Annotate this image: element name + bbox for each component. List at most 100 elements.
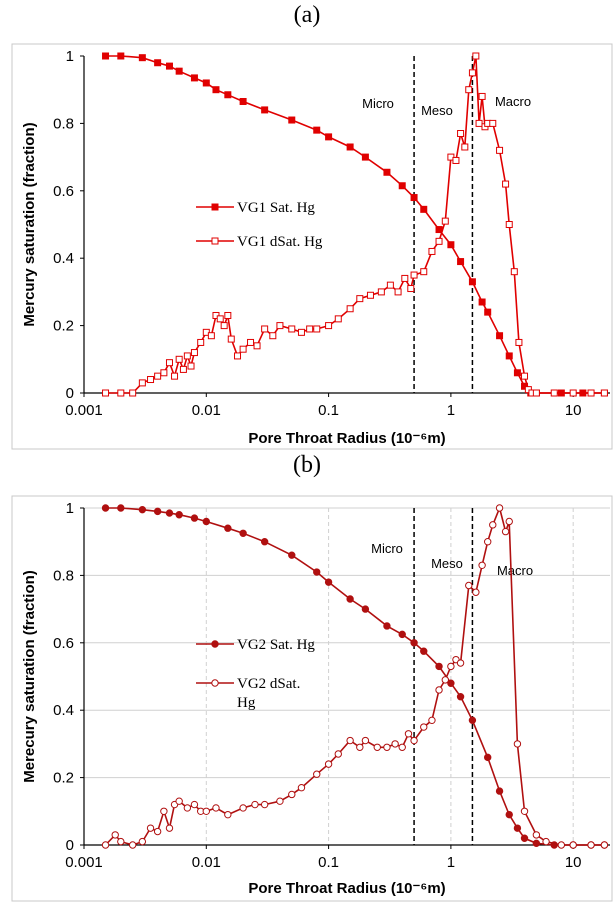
x-tick-label: 10 bbox=[565, 402, 582, 419]
data-point bbox=[428, 247, 436, 255]
data-point bbox=[478, 298, 486, 306]
panel-label-b: (b) bbox=[293, 452, 321, 478]
x-tick-label: 0.001 bbox=[65, 402, 103, 419]
data-point bbox=[435, 686, 443, 694]
data-point bbox=[288, 790, 296, 799]
data-point bbox=[502, 180, 510, 188]
data-point bbox=[190, 800, 199, 809]
legend-marker bbox=[211, 679, 219, 687]
data-point bbox=[202, 79, 210, 87]
data-point bbox=[468, 716, 477, 725]
data-point bbox=[239, 345, 247, 353]
data-point bbox=[468, 69, 476, 77]
legend-label: VG1 dSat. Hg bbox=[237, 234, 323, 250]
data-point bbox=[569, 841, 577, 849]
data-point bbox=[334, 750, 342, 758]
data-point bbox=[484, 308, 492, 316]
legend-marker bbox=[211, 203, 219, 211]
data-point bbox=[452, 156, 460, 164]
data-point bbox=[101, 841, 110, 849]
data-point bbox=[600, 389, 608, 397]
data-point bbox=[366, 291, 374, 299]
data-point bbox=[456, 659, 465, 667]
data-point bbox=[224, 524, 232, 532]
data-point bbox=[513, 369, 521, 377]
y-tick-label: 1 bbox=[66, 500, 74, 517]
data-point bbox=[346, 143, 354, 151]
x-axis-title: Pore Throat Radius (10⁻⁶m) bbox=[248, 880, 445, 897]
data-point bbox=[383, 743, 391, 751]
data-point bbox=[410, 736, 418, 745]
data-point bbox=[505, 352, 513, 360]
series-line-1 bbox=[105, 507, 605, 846]
data-point bbox=[510, 268, 518, 276]
data-point bbox=[404, 730, 413, 738]
data-point bbox=[117, 504, 125, 512]
data-point bbox=[325, 322, 333, 330]
data-point bbox=[224, 311, 232, 319]
data-point bbox=[147, 376, 155, 384]
data-point bbox=[297, 784, 306, 792]
panel-label-a: (a) bbox=[293, 2, 321, 28]
data-point bbox=[212, 804, 220, 812]
data-point bbox=[325, 133, 333, 141]
data-point bbox=[373, 743, 381, 751]
data-point bbox=[288, 325, 296, 333]
y-tick-label: 0.8 bbox=[53, 567, 74, 584]
data-point bbox=[288, 551, 296, 559]
data-point bbox=[520, 807, 529, 815]
data-point bbox=[513, 824, 522, 832]
data-point bbox=[216, 315, 224, 323]
y-axis-title: Merecury saturation (fraction) bbox=[21, 570, 38, 783]
data-point bbox=[520, 834, 529, 842]
x-tick-label: 0.1 bbox=[318, 402, 339, 419]
x-tick-label: 10 bbox=[565, 854, 582, 871]
data-point bbox=[383, 168, 391, 176]
data-point bbox=[398, 630, 406, 639]
region-label: Micro bbox=[362, 96, 394, 111]
data-point bbox=[401, 274, 409, 282]
y-axis-title: Mercury saturation (fraction) bbox=[21, 122, 38, 326]
data-point bbox=[224, 810, 232, 819]
y-tick-label: 0.6 bbox=[53, 635, 74, 652]
data-point bbox=[297, 328, 305, 336]
data-point bbox=[253, 342, 261, 350]
data-point bbox=[261, 106, 269, 114]
data-point bbox=[175, 797, 183, 805]
data-point bbox=[153, 827, 162, 836]
data-point bbox=[496, 332, 504, 340]
x-tick-label: 0.001 bbox=[65, 854, 103, 871]
data-point bbox=[587, 389, 595, 397]
data-point bbox=[356, 743, 364, 751]
region-label: Micro bbox=[371, 541, 403, 556]
data-point bbox=[435, 662, 443, 671]
legend-label: VG1 Sat. Hg bbox=[237, 200, 315, 216]
data-point bbox=[175, 355, 183, 363]
data-point bbox=[356, 295, 364, 303]
data-point bbox=[234, 352, 242, 360]
data-point bbox=[501, 527, 510, 536]
data-point bbox=[102, 52, 110, 60]
data-point bbox=[117, 52, 125, 60]
y-tick-label: 0.2 bbox=[53, 770, 74, 787]
data-point bbox=[496, 146, 504, 154]
data-point bbox=[313, 126, 321, 134]
data-point bbox=[428, 716, 436, 725]
data-point bbox=[420, 647, 428, 655]
data-point bbox=[138, 505, 147, 514]
y-tick-label: 0 bbox=[66, 837, 74, 854]
data-point bbox=[346, 736, 354, 745]
data-point bbox=[420, 268, 428, 276]
chart-b: 0 0.2 0.4 0.6 0.8 1 0.001 0.01 0.1 1 10 Pore Throat… bbox=[11, 495, 613, 902]
data-point bbox=[410, 194, 418, 202]
data-point bbox=[313, 325, 321, 333]
data-point bbox=[447, 241, 455, 249]
data-point bbox=[600, 841, 609, 849]
data-point bbox=[102, 389, 110, 397]
data-point bbox=[456, 693, 465, 701]
data-point bbox=[484, 538, 492, 546]
data-point bbox=[475, 119, 483, 127]
region-label: Meso bbox=[431, 556, 463, 571]
data-point bbox=[260, 800, 269, 809]
data-point bbox=[420, 723, 428, 731]
